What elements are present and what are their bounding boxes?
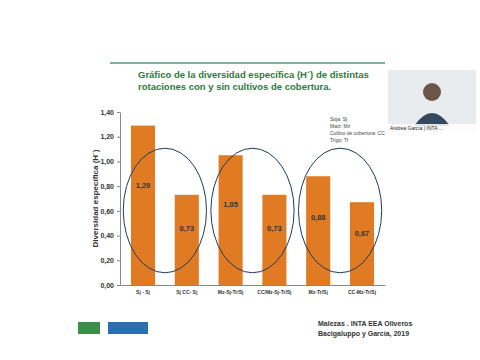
data-label: 0,73 — [267, 224, 282, 233]
webcam-head — [423, 83, 441, 101]
y-tick: 1,00 — [100, 158, 120, 166]
y-tick-label: 1,20 — [100, 133, 114, 141]
y-tick-mark — [117, 112, 120, 113]
x-axis-line — [121, 285, 386, 286]
y-axis-line — [120, 113, 121, 286]
y-axis: 0,00 0,20 0,40 0,60 0,80 1,00 1,20 1,40 — [100, 109, 120, 290]
x-tick-label: Mz-Tr/Sj — [309, 289, 329, 295]
y-tick-mark — [117, 285, 120, 286]
x-tick-label: CC-Mz-Tr/Sj — [348, 289, 377, 295]
logo — [108, 322, 148, 334]
y-tick-mark — [117, 260, 120, 261]
y-tick: 0,20 — [100, 257, 120, 265]
x-tick-label: Mz-Sj-Tr/Sj — [218, 289, 244, 295]
data-label: 0,67 — [355, 229, 370, 238]
bar — [175, 195, 199, 285]
x-tick-label: CC/Mz-Sj-Tr/Sj — [257, 289, 292, 295]
y-tick-label: 0,80 — [100, 183, 114, 191]
webcam: Andrea García | INTA ... — [388, 70, 476, 132]
x-tick: Mz-Tr/Sj — [309, 285, 329, 295]
y-tick-label: 0,00 — [100, 282, 114, 290]
source-text: Bacigaluppo y García, 2019 — [318, 330, 409, 338]
y-tick: 0,80 — [100, 183, 120, 191]
annotation: Trigo: Tr — [330, 137, 349, 143]
data-label: 0,73 — [179, 224, 194, 233]
logo — [78, 322, 100, 334]
bar — [262, 195, 286, 285]
x-tick-label: Sj - Sj — [136, 289, 151, 295]
data-label: 0,88 — [311, 213, 326, 222]
source-text: Malezas . INTA EEA Oliveros — [318, 320, 412, 327]
x-tick: CC-Mz-Tr/Sj — [348, 285, 377, 295]
y-tick: 0,00 — [100, 282, 120, 290]
speaker-name: Andrea García | INTA ... — [390, 125, 443, 131]
y-tick: 0,60 — [100, 208, 120, 216]
abbreviations: Soja: SjMaíz: MzCultivo de cobertura: CC… — [330, 116, 385, 143]
annotation: Maíz: Mz — [330, 123, 351, 129]
x-axis: Sj - Sj Sj CC- Sj Mz-Sj-Tr/Sj CC/Mz-Sj-Tr/S… — [121, 285, 386, 295]
y-tick-mark — [117, 137, 120, 138]
slide: Gráfico de la diversidad específica (H´)… — [0, 0, 480, 360]
x-tick: Mz-Sj-Tr/Sj — [218, 285, 244, 295]
y-tick-mark — [117, 211, 120, 212]
annotation: Soja: Sj — [330, 116, 347, 122]
y-tick: 1,40 — [100, 109, 120, 117]
annotation: Cultivo de cobertura: CC — [330, 130, 385, 136]
y-tick-label: 1,40 — [100, 109, 114, 117]
bar — [131, 126, 155, 285]
y-tick: 1,20 — [100, 133, 120, 141]
webcam-name-bar — [388, 124, 476, 132]
title: Gráfico de la diversidad específica (H´)… — [138, 69, 369, 92]
y-axis-title: Diversidad específica (H´) — [91, 149, 100, 247]
data-labels: 1,29 0,73 1,05 0,73 0,88 0,67 — [136, 181, 370, 238]
y-tick-mark — [117, 186, 120, 187]
x-tick: Sj - Sj — [136, 285, 151, 295]
x-tick-label: Sj CC- Sj — [176, 289, 198, 295]
y-tick-mark — [117, 161, 120, 162]
data-label: 1,29 — [136, 181, 151, 190]
pair-ellipses — [123, 148, 381, 273]
y-tick-label: 0,20 — [100, 257, 114, 265]
pair-ellipse — [123, 148, 206, 273]
x-tick: CC/Mz-Sj-Tr/Sj — [257, 285, 292, 295]
bar — [306, 176, 330, 285]
pair-ellipse — [211, 148, 294, 273]
bar — [219, 155, 243, 285]
y-tick-mark — [117, 236, 120, 237]
x-tick: Sj CC- Sj — [176, 285, 198, 295]
bars — [131, 126, 374, 285]
y-tick: 0,40 — [100, 232, 120, 240]
y-tick-label: 0,40 — [100, 232, 114, 240]
y-tick-label: 0,60 — [100, 208, 114, 216]
bar — [350, 202, 374, 285]
background — [0, 0, 480, 360]
webcam-frame — [388, 70, 476, 132]
y-tick-label: 1,00 — [100, 158, 114, 166]
source: Malezas . INTA EEA Oliveros Bacigaluppo y… — [318, 320, 412, 338]
pair-ellipse — [298, 148, 381, 273]
chart-container: Gráfico de la diversidad específica (H´)… — [0, 0, 480, 360]
data-label: 1,05 — [223, 200, 238, 209]
header-rule — [110, 62, 385, 64]
